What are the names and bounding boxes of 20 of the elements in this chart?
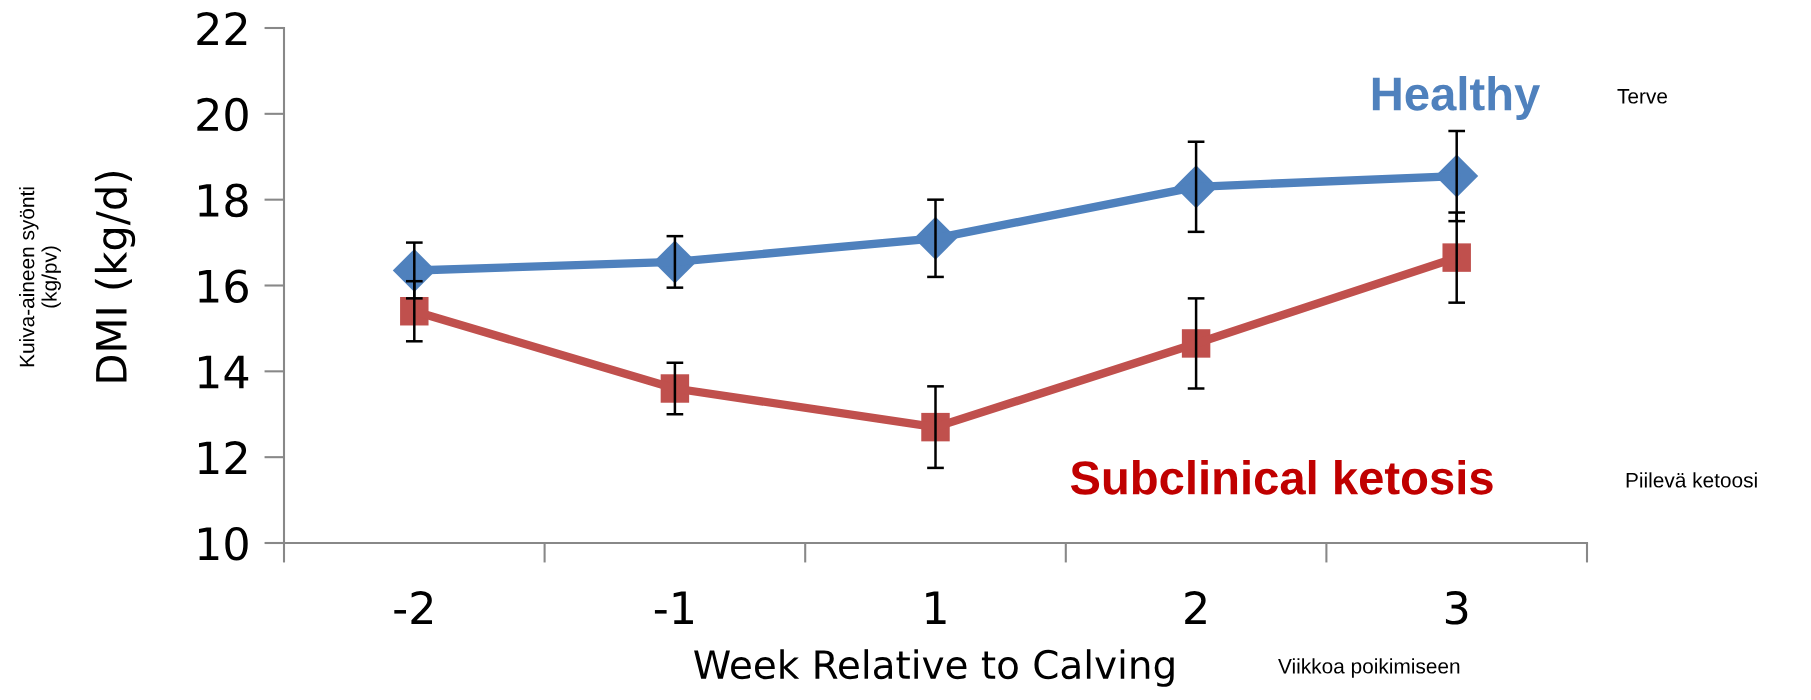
text: Kuiva-aineen syönti (kg/pv)	[19, 187, 61, 367]
x-axis-title: Week Relative to Calving	[694, 649, 1174, 687]
x-tick-label: 2	[1185, 591, 1206, 624]
y-tick-label: 16	[198, 269, 248, 304]
y-tick-label: 14	[198, 355, 249, 389]
y-tick-label: 20	[197, 97, 248, 132]
y-tick-label: 12	[198, 441, 247, 475]
y-tick-label: 22	[197, 11, 247, 45]
y-tick-label: 10	[198, 526, 248, 561]
series-label: Healthy	[1372, 75, 1541, 121]
x-tick-label: -1	[654, 591, 693, 624]
y-tick-label: 18	[198, 183, 248, 218]
x-tick-label: 3	[1445, 591, 1468, 625]
x-tick-label: 1	[926, 591, 946, 624]
series-label: Subclinical ketosis	[1070, 459, 1493, 495]
x-tick-label: -2	[394, 591, 433, 624]
text: Viikkoa poikimiseen	[1278, 658, 1460, 678]
y-axis-title: DMI (kg/d)	[94, 172, 136, 382]
text: Terve	[1617, 89, 1668, 104]
text: Piilevä ketoosi	[1626, 472, 1757, 488]
